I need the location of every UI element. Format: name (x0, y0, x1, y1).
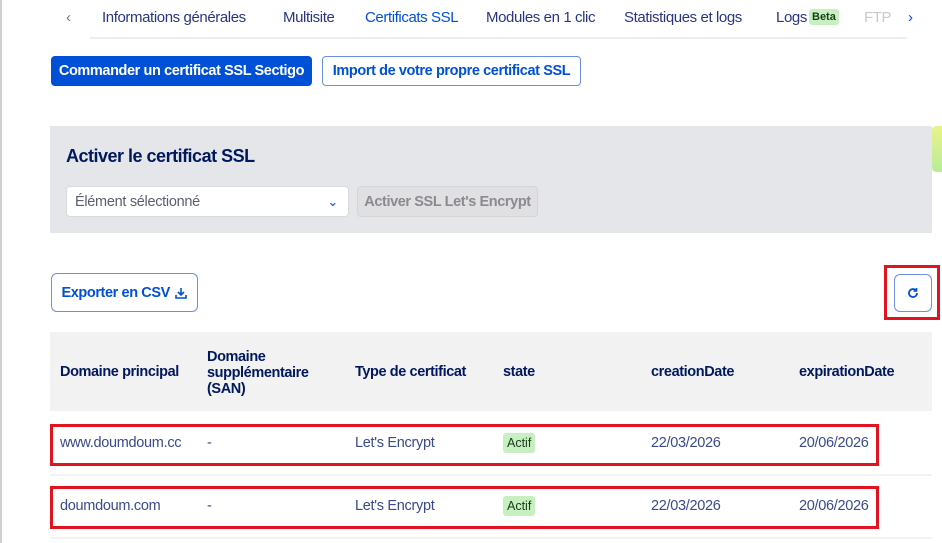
export-csv-button[interactable]: Exporter en CSV (51, 273, 198, 312)
chevron-down-icon: ⌄ (327, 194, 338, 209)
export-label: Exporter en CSV (61, 284, 170, 301)
cell-expiration: 20/06/2026 (799, 498, 869, 514)
cell-domain: doumdoum.com (60, 498, 161, 514)
side-widget[interactable] (932, 126, 942, 172)
tab-certificats-ssl[interactable]: Certificats SSL (365, 9, 459, 26)
tab-logs[interactable]: Logs (776, 9, 807, 26)
tabs-next-button[interactable]: › (908, 9, 913, 26)
tab-informations-generales[interactable]: Informations générales (102, 9, 246, 26)
order-sectigo-button[interactable]: Commander un certificat SSL Sectigo (51, 56, 312, 86)
tab-statistiques[interactable]: Statistiques et logs (624, 9, 742, 26)
import-certificate-button[interactable]: Import de votre propre certificat SSL (322, 56, 581, 86)
row-highlight (50, 486, 879, 529)
refresh-highlight (884, 265, 940, 320)
cell-san: - (207, 435, 212, 451)
tabs-prev-button[interactable]: ‹ (66, 9, 71, 26)
col-creation-date[interactable]: creationDate (651, 364, 735, 380)
refresh-button[interactable] (894, 274, 932, 312)
cell-expiration: 20/06/2026 (799, 435, 869, 451)
cell-type: Let's Encrypt (355, 435, 435, 451)
panel-title: Activer le certificat SSL (66, 146, 255, 166)
download-icon (174, 287, 187, 299)
col-san[interactable]: Domaine supplémentaire (SAN) (207, 349, 309, 397)
status-badge: Actif (503, 496, 536, 516)
domain-select[interactable]: Élément sélectionné ⌄ (66, 186, 349, 217)
cell-creation: 22/03/2026 (651, 435, 721, 451)
col-domaine-principal[interactable]: Domaine principal (60, 364, 179, 380)
tab-ftp[interactable]: FTP (864, 9, 892, 26)
row-highlight (50, 424, 879, 466)
cell-type: Let's Encrypt (355, 498, 435, 514)
table-header (50, 332, 932, 411)
refresh-icon (908, 288, 918, 298)
row-divider (50, 537, 932, 539)
row-divider (50, 474, 932, 476)
col-state[interactable]: state (503, 364, 535, 380)
cell-domain: www.doumdoum.cc (60, 435, 182, 451)
status-badge: Actif (503, 433, 536, 453)
tab-modules[interactable]: Modules en 1 clic (486, 9, 596, 26)
cell-creation: 22/03/2026 (651, 498, 721, 514)
activate-letsencrypt-button[interactable]: Activer SSL Let's Encrypt (357, 186, 538, 217)
cell-san: - (207, 498, 212, 514)
col-expiration-date[interactable]: expirationDate (799, 364, 895, 380)
select-value: Élément sélectionné (75, 193, 200, 210)
tab-underline (90, 37, 907, 39)
beta-badge: Beta (809, 9, 839, 25)
col-type[interactable]: Type de certificat (355, 364, 466, 380)
tab-multisite[interactable]: Multisite (283, 9, 335, 26)
